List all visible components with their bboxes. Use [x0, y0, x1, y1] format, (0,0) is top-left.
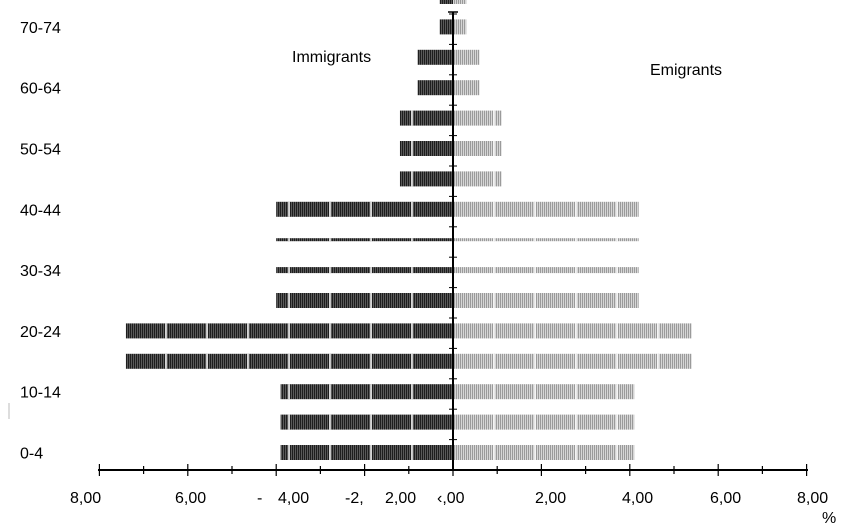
bar-fill [276, 238, 453, 242]
bar-fill [276, 267, 453, 274]
axes-group [8, 11, 808, 476]
y-tick-label: 30-34 [20, 263, 61, 280]
x-tick-label: - [257, 490, 262, 507]
x-tick-label: -2, [345, 490, 364, 507]
bar-fill [453, 49, 480, 65]
bar-emigrants-0-4 [453, 445, 635, 460]
bar-fill [453, 353, 692, 369]
bars-group [125, 0, 692, 460]
bar-fill [399, 171, 453, 187]
y-tick-label: 0-4 [20, 446, 43, 463]
labels-group: Immigrants Emigrants % 8,00 6,00-4,00 -2, 2… [20, 20, 836, 526]
bar-immigrants-70-74 [439, 19, 453, 35]
bar-emigrants-20-24 [453, 323, 692, 339]
bar-emigrants-55-59 [453, 110, 502, 126]
bar-emigrants-70-74 [453, 19, 467, 35]
x-unit-label: % [822, 510, 836, 526]
bar-fill [453, 201, 639, 217]
x-tick-label: 6,00 [710, 490, 741, 507]
bar-fill [439, 0, 453, 4]
bar-immigrants-25-29 [276, 293, 453, 308]
x-tick-label: 2,00 [535, 490, 566, 507]
bar-fill [453, 110, 502, 126]
bar-immigrants-40-44 [276, 201, 453, 217]
bar-immigrants-50-54 [399, 141, 453, 156]
bar-immigrants-45-49 [399, 171, 453, 187]
bar-immigrants-0-4 [280, 445, 453, 460]
y-tick-label: 50-54 [20, 142, 61, 159]
y-tick-label: 20-24 [20, 324, 61, 341]
bar-emigrants-75-79 [453, 0, 467, 4]
bar-fill [280, 445, 453, 460]
bar-immigrants-30-34 [276, 267, 453, 274]
bar-immigrants-60-64 [417, 80, 453, 96]
bar-immigrants-75-79 [439, 0, 453, 4]
y-tick-label: 60-64 [20, 81, 61, 98]
bar-emigrants-45-49 [453, 171, 502, 187]
bar-emigrants-5-9 [453, 414, 635, 430]
bar-immigrants-65-69 [417, 49, 453, 65]
x-tick-label: 2,00 [385, 490, 416, 507]
x-tick-label: 8,00 [70, 490, 101, 507]
bar-emigrants-60-64 [453, 80, 480, 96]
bar-fill [453, 267, 639, 274]
y-tick-label: 70-74 [20, 20, 61, 37]
bar-fill [399, 141, 453, 156]
bar-fill [399, 110, 453, 126]
bar-fill [453, 19, 467, 35]
bar-emigrants-10-14 [453, 384, 635, 400]
bar-emigrants-40-44 [453, 201, 639, 217]
bar-fill [453, 384, 635, 400]
bar-immigrants-35-39 [276, 238, 453, 242]
bar-immigrants-20-24 [125, 323, 454, 339]
series-label-immigrants: Immigrants [292, 49, 371, 66]
bar-emigrants-65-69 [453, 49, 480, 65]
bar-fill [417, 49, 453, 65]
bar-emigrants-25-29 [453, 293, 639, 308]
y-tick-label: 10-14 [20, 385, 61, 402]
bar-fill [417, 80, 453, 96]
bar-fill [439, 19, 453, 35]
bar-fill [453, 414, 635, 430]
bar-immigrants-15-19 [125, 353, 454, 369]
bar-emigrants-15-19 [453, 353, 692, 369]
y-tick-label: 40-44 [20, 202, 61, 219]
bar-fill [453, 80, 480, 96]
bar-emigrants-35-39 [453, 238, 639, 242]
bar-fill [276, 293, 453, 308]
x-tick-label: ‹,00 [437, 490, 465, 507]
bar-fill [453, 0, 467, 4]
bar-fill [453, 141, 502, 156]
bar-emigrants-50-54 [453, 141, 502, 156]
series-label-emigrants: Emigrants [650, 62, 722, 79]
bar-fill [453, 323, 692, 339]
bar-immigrants-55-59 [399, 110, 453, 126]
bar-fill [453, 171, 502, 187]
bar-fill [453, 238, 639, 242]
bar-fill [280, 384, 453, 400]
bar-fill [280, 414, 453, 430]
x-tick-label: 6,00 [175, 490, 206, 507]
bar-fill [453, 445, 635, 460]
bar-immigrants-10-14 [280, 384, 453, 400]
x-tick-label: 4,00 [278, 490, 309, 507]
x-tick-label: 4,00 [622, 490, 653, 507]
bar-immigrants-5-9 [280, 414, 453, 430]
bar-fill [276, 201, 453, 217]
bar-fill [453, 293, 639, 308]
x-tick-label: 8,00 [797, 490, 828, 507]
bar-emigrants-30-34 [453, 267, 639, 274]
